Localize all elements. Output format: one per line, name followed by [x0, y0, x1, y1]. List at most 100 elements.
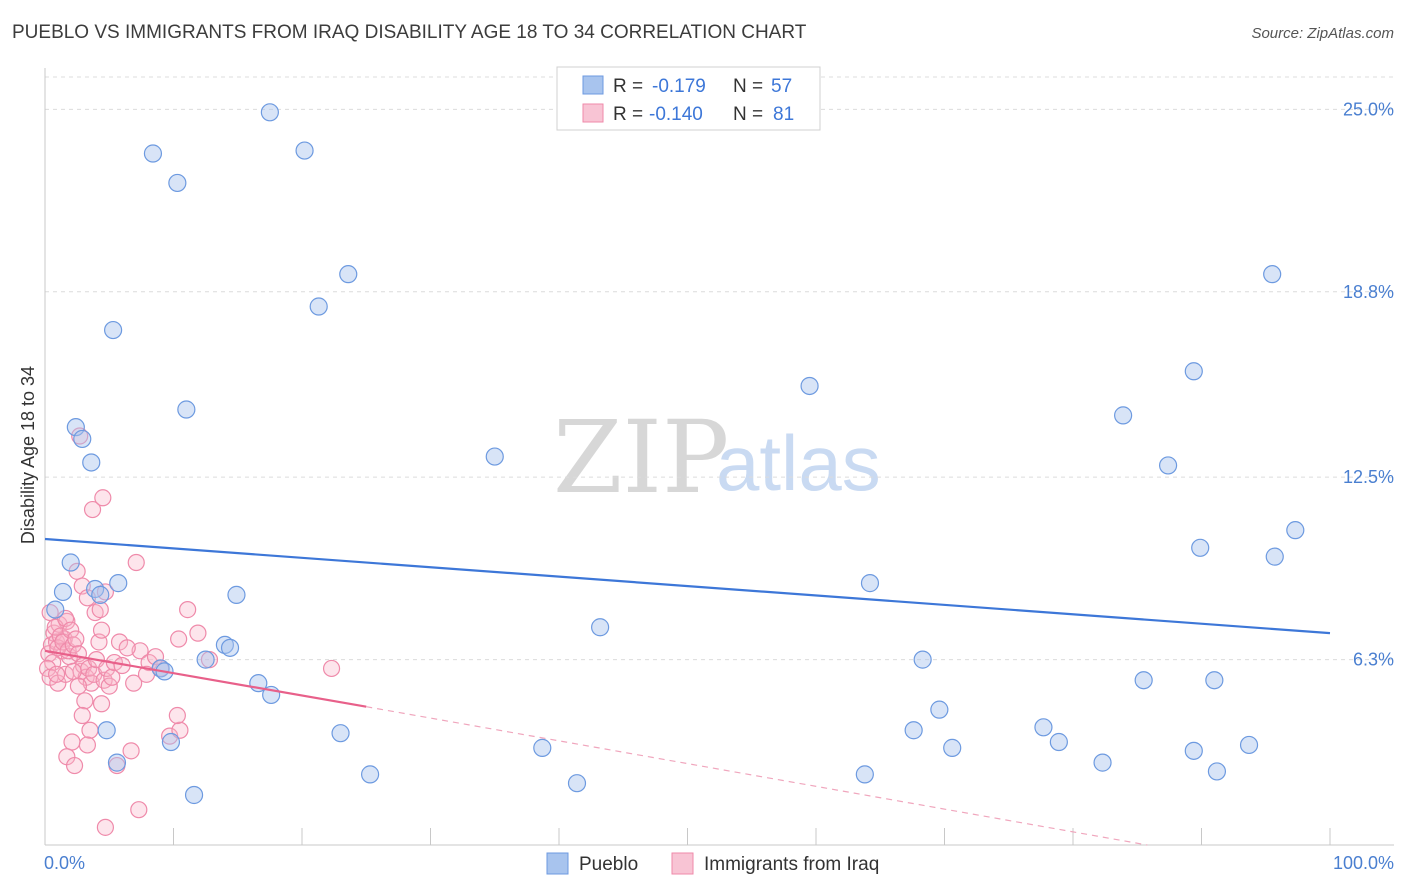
point-pueblo-17	[1286, 521, 1305, 540]
legend-n-label-1: N =	[733, 76, 763, 97]
point-iraq-49	[322, 659, 341, 678]
point-pueblo-28	[591, 618, 610, 637]
point-pueblo-7	[177, 400, 196, 419]
point-pueblo-1	[143, 144, 163, 163]
point-iraq-56	[92, 695, 111, 713]
point-pueblo-21	[53, 582, 73, 602]
point-iraq-46	[189, 624, 207, 642]
legend-swatch-iraq	[582, 103, 604, 123]
legend-n-value-1: 57	[771, 76, 792, 97]
point-pueblo-20	[61, 553, 80, 572]
bottom-legend-iraq: Immigrants from Iraq	[704, 854, 879, 875]
trend-lines	[44, 537, 1331, 846]
legend-swatch-pueblo	[582, 75, 604, 95]
point-pueblo-11	[485, 447, 504, 466]
chart-source: Source: ZipAtlas.com	[1251, 25, 1394, 42]
point-iraq-47	[170, 630, 188, 648]
point-pueblo-39	[904, 721, 923, 740]
point-pueblo-12	[800, 376, 819, 396]
point-iraq-69	[96, 818, 114, 836]
y-tick-label-3: 25.0%	[1343, 99, 1394, 119]
bottom-legend-swatch-pueblo	[546, 852, 569, 875]
legend-r-label-1: R =	[613, 76, 643, 97]
point-iraq-17	[62, 621, 80, 639]
y-axis-label: Disability Age 18 to 34	[18, 366, 38, 544]
y-tick-label-1: 12.5%	[1343, 467, 1394, 487]
series-pueblo-points	[46, 103, 1305, 805]
point-iraq-51	[131, 642, 149, 660]
point-pueblo-0	[260, 103, 279, 122]
bottom-legend-swatch-iraq	[671, 852, 694, 875]
point-pueblo-14	[1184, 362, 1203, 381]
chart-title: PUEBLO VS IMMIGRANTS FROM IRAQ DISABILIT…	[12, 22, 807, 43]
point-pueblo-49	[855, 765, 874, 784]
point-iraq-29	[92, 621, 111, 639]
point-pueblo-47	[107, 753, 127, 772]
point-iraq-66	[171, 721, 189, 739]
point-iraq-45	[179, 600, 197, 619]
y-tick-label-0: 6.3%	[1353, 650, 1394, 670]
trend-line-iraq	[44, 649, 367, 708]
legend-r-value-1: -0.179	[652, 76, 706, 97]
point-pueblo-24	[91, 585, 110, 604]
legend-n-label-2: N =	[733, 104, 763, 125]
axes	[44, 68, 1394, 846]
y-tick-label-2: 18.8%	[1343, 282, 1394, 302]
point-iraq-62	[65, 756, 84, 775]
trend-line-pueblo	[44, 537, 1331, 635]
point-pueblo-25	[109, 574, 128, 593]
point-pueblo-26	[227, 585, 246, 604]
point-iraq-74	[64, 662, 82, 680]
point-iraq-59	[63, 733, 81, 751]
point-pueblo-27	[860, 574, 880, 593]
bottom-legend: Pueblo Immigrants from Iraq	[546, 852, 879, 875]
point-pueblo-45	[331, 724, 350, 743]
point-pueblo-52	[1239, 735, 1259, 755]
point-iraq-40	[96, 583, 114, 601]
point-pueblo-18	[1191, 538, 1210, 557]
point-iraq-39	[91, 600, 109, 619]
y-tick-labels: 6.3% 12.5% 18.8% 25.0%	[1343, 99, 1394, 669]
trend-line-iraq-extension	[366, 706, 1148, 846]
point-iraq-55	[76, 692, 94, 710]
point-pueblo-16	[1263, 265, 1282, 284]
legend-n-value-2: 81	[773, 104, 794, 125]
point-pueblo-10	[82, 453, 101, 472]
point-pueblo-51	[1184, 741, 1203, 760]
bottom-legend-pueblo: Pueblo	[579, 854, 638, 875]
point-pueblo-6	[104, 320, 123, 340]
point-pueblo-54	[567, 774, 587, 793]
point-pueblo-35	[913, 650, 932, 669]
point-pueblo-43	[97, 721, 116, 740]
x-tick-label-min: 0.0%	[44, 853, 85, 873]
point-pueblo-8	[66, 418, 85, 437]
point-pueblo-23	[86, 579, 105, 599]
point-pueblo-15	[1158, 456, 1178, 475]
point-iraq-33	[103, 668, 121, 686]
point-pueblo-50	[1093, 753, 1112, 772]
point-iraq-80	[47, 665, 66, 683]
point-pueblo-55	[184, 785, 204, 805]
series-iraq-points	[38, 427, 341, 836]
point-pueblo-3	[295, 141, 314, 160]
point-iraq-19	[67, 630, 85, 648]
point-pueblo-22	[46, 600, 65, 619]
point-pueblo-46	[533, 738, 552, 757]
watermark-atlas: atlas	[716, 419, 881, 507]
point-pueblo-40	[1034, 718, 1053, 737]
point-iraq-57	[73, 706, 91, 725]
point-iraq-43	[94, 489, 112, 507]
point-pueblo-44	[161, 732, 181, 752]
point-iraq-68	[130, 801, 148, 819]
point-pueblo-38	[930, 700, 949, 719]
point-iraq-75	[69, 677, 88, 695]
watermark-zip: ZIP	[553, 399, 729, 516]
point-iraq-77	[118, 639, 136, 657]
point-pueblo-48	[361, 765, 380, 784]
point-pueblo-42	[943, 738, 962, 757]
point-pueblo-41	[1049, 732, 1068, 752]
point-pueblo-2	[168, 173, 187, 193]
point-pueblo-36	[1134, 671, 1153, 690]
point-pueblo-19	[1265, 547, 1284, 566]
